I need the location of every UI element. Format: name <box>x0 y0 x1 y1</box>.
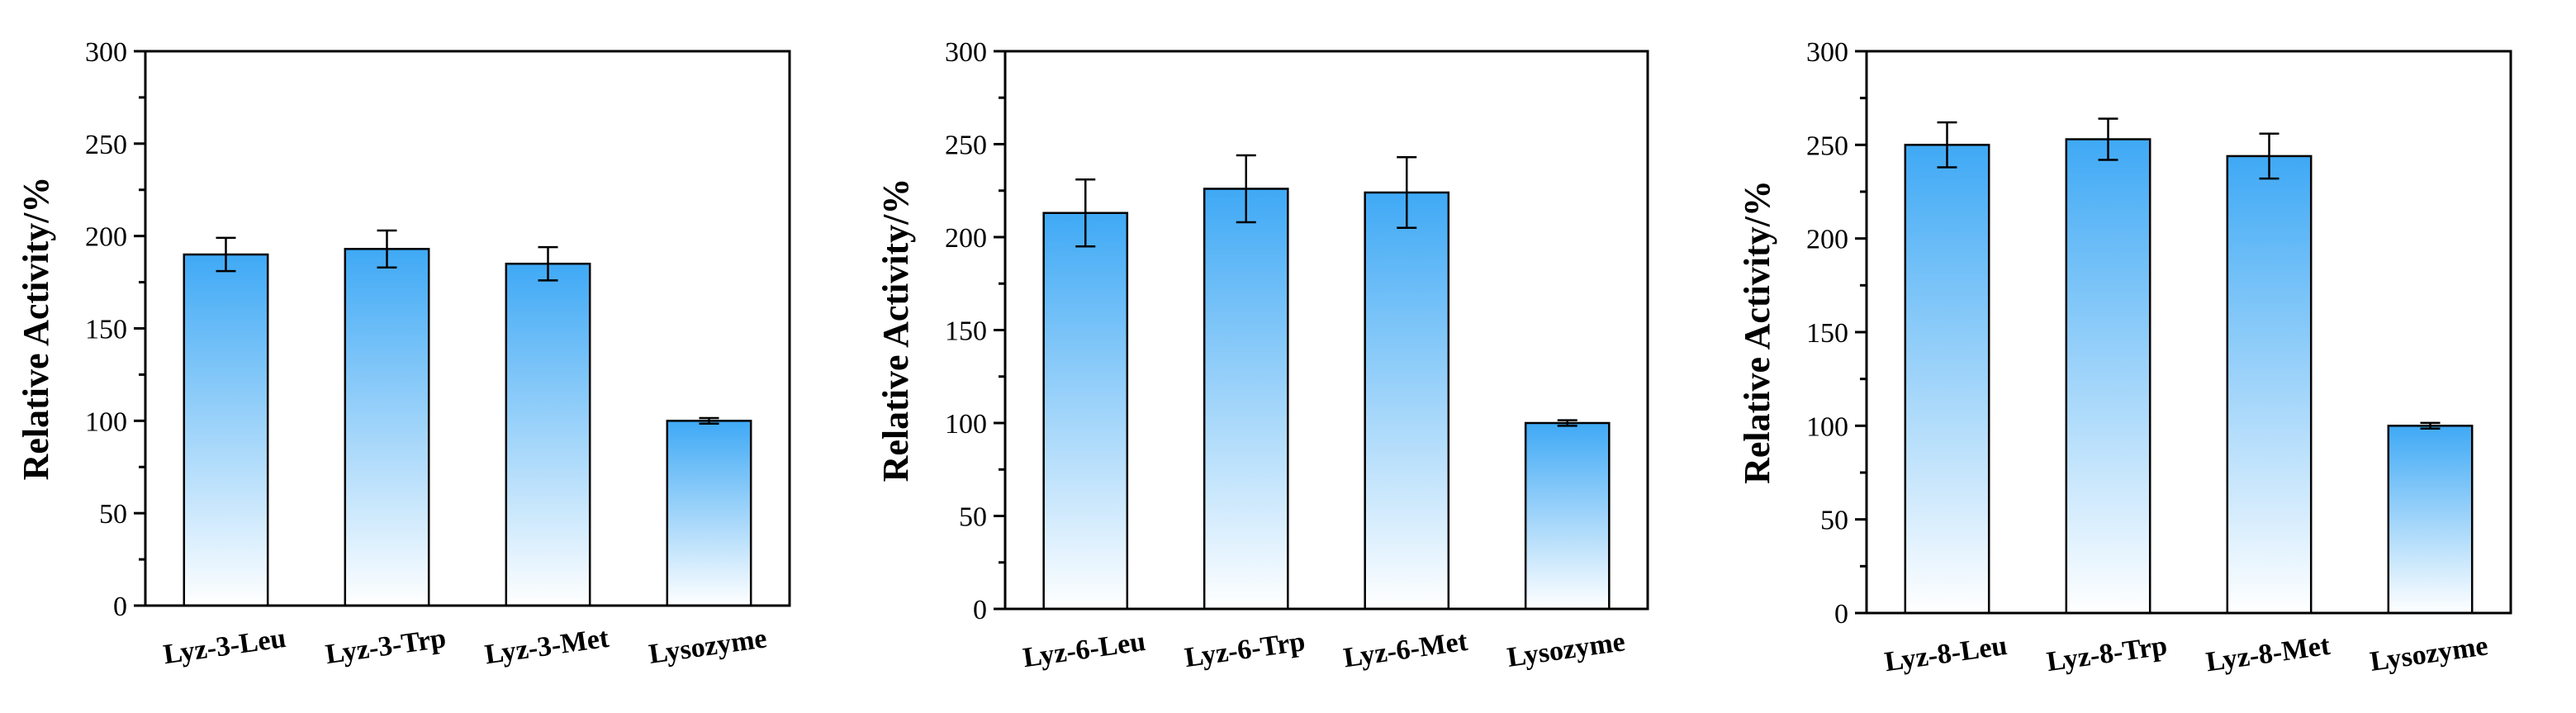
chart-1: 0 50 100 150 200 250 300 Lyz-3-Leu Lyz-3-Trp Lyz-… <box>16 37 791 671</box>
plot-frame <box>1003 50 1649 611</box>
y-tick-label: 150 <box>945 316 987 347</box>
bar-lysozyme <box>2387 425 2474 615</box>
x-tick-label: Lysozyme <box>1506 626 1627 673</box>
y-tick-label: 300 <box>85 37 127 68</box>
x-tick-label: Lyz-3-Leu <box>162 623 288 670</box>
x-tick-label: Lyz-8-Met <box>2204 630 2332 678</box>
plot-frame <box>144 50 791 607</box>
bar-lyz-3-met <box>505 262 591 607</box>
y-tick-label: 300 <box>1806 37 1848 68</box>
y-axis-label: Relative Activity/% <box>1737 180 1777 484</box>
y-tick-label: 50 <box>959 502 987 533</box>
y-tick-label: 150 <box>85 315 127 345</box>
bar-lyz-8-leu <box>1904 144 1990 615</box>
y-tick-label: 250 <box>945 131 987 161</box>
x-tick-label: Lysozyme <box>2368 630 2489 677</box>
y-tick-label: 200 <box>85 222 127 253</box>
y-tick-label: 150 <box>1806 318 1848 349</box>
y-tick-label: 0 <box>113 592 127 622</box>
x-tick-label: Lyz-8-Trp <box>2045 630 2169 677</box>
bar-lyz-6-met <box>1364 191 1450 611</box>
x-tick-label: Lyz-6-Trp <box>1183 626 1307 673</box>
plot-frame <box>1865 50 2512 615</box>
y-tick-label: 100 <box>85 406 127 437</box>
y-tick-label: 50 <box>1820 506 1848 536</box>
y-axis-label: Relative Activity/% <box>16 177 56 481</box>
y-tick-label: 0 <box>1834 599 1848 630</box>
chart-3: 0 50 100 150 200 250 300 Lyz-8-Leu Lyz-8-Trp Lyz-… <box>1737 37 2512 678</box>
y-axis-label: Relative Activity/% <box>875 178 916 482</box>
x-tick-label: Lyz-3-Met <box>483 623 611 671</box>
y-tick-label: 200 <box>945 223 987 254</box>
x-tick-label: Lysozyme <box>647 623 768 670</box>
x-tick-label: Lyz-8-Leu <box>1883 630 2009 677</box>
y-tick-label: 250 <box>1806 131 1848 161</box>
bar-lysozyme <box>1524 421 1611 611</box>
x-tick-label: Lyz-3-Trp <box>324 623 448 670</box>
y-tick-label: 250 <box>85 130 127 160</box>
x-tick-label: Lyz-6-Leu <box>1021 626 1147 673</box>
bar-lyz-3-leu <box>183 253 269 607</box>
x-tick-label: Lyz-6-Met <box>1341 626 1469 674</box>
bar-lysozyme <box>666 420 752 607</box>
bar-lyz-8-met <box>2226 154 2313 615</box>
y-tick-label: 0 <box>973 595 987 625</box>
y-tick-label: 200 <box>1806 225 1848 255</box>
bar-lyz-6-trp <box>1203 188 1289 611</box>
y-tick-label: 300 <box>945 37 987 68</box>
bar-lyz-8-trp <box>2065 138 2151 615</box>
y-tick-label: 100 <box>945 409 987 440</box>
y-tick-label: 50 <box>99 499 127 530</box>
chart-2: 0 50 100 150 200 250 300 Lyz-6-Leu Lyz-6-Trp Lyz-… <box>875 37 1649 674</box>
bar-lyz-6-leu <box>1042 212 1129 611</box>
y-tick-label: 100 <box>1806 411 1848 442</box>
bar-lyz-3-trp <box>344 248 430 607</box>
